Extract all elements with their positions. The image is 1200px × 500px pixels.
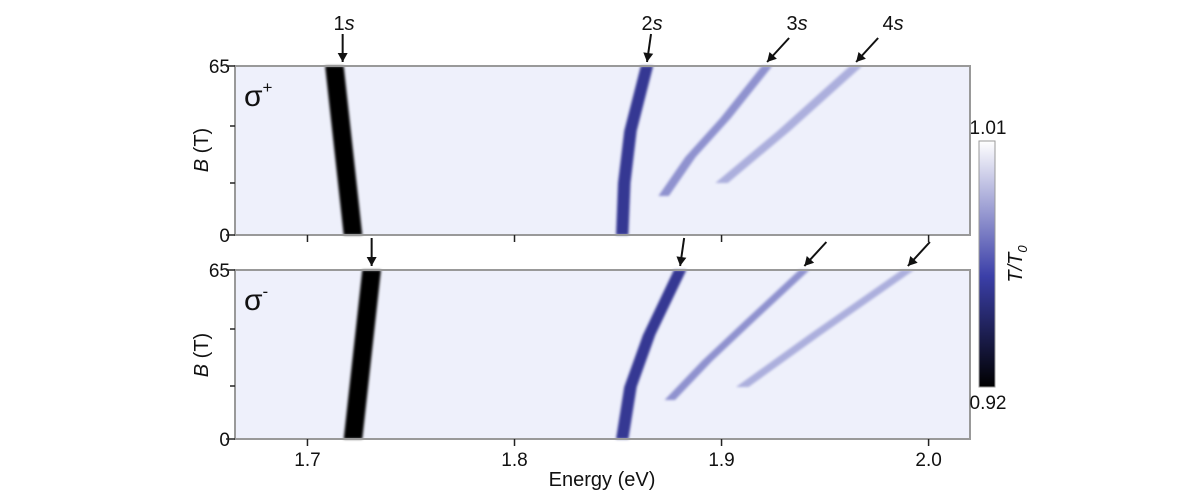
- x-axis-title: Energy (eV): [549, 469, 656, 491]
- absorption-bands-bottom: [343, 270, 915, 439]
- peak-arrows: [337, 33, 931, 267]
- panel-sigma-minus: σ- 65 0 B (T): [191, 261, 971, 451]
- arrow-3s-panel-1: [803, 241, 828, 267]
- plot-frame-top: [234, 65, 971, 236]
- y-ticks-top: [226, 65, 235, 236]
- arrow-3s-panel-0: [766, 37, 790, 63]
- y-axis-title-top: B (T): [191, 128, 213, 172]
- polarization-label-bottom: σ-: [244, 282, 268, 317]
- colorbar-title: T/T0: [1005, 245, 1030, 283]
- y-tick-label-top-65: 65: [209, 57, 230, 78]
- plot-frame-bottom: [234, 269, 971, 440]
- y-tick-label-bottom-65: 65: [209, 261, 230, 282]
- arrow-4s-panel-1: [907, 241, 931, 267]
- band-2s-panel-0: [616, 66, 654, 235]
- y-tick-label-bottom-0: 0: [219, 430, 230, 451]
- band-2s-panel-1: [616, 270, 687, 439]
- arrow-1s-panel-0: [337, 34, 348, 62]
- x-tick-label-1.7: 1.7: [294, 450, 320, 471]
- band-4s-panel-0: [715, 66, 863, 183]
- colorbar: 1.01 0.92 T/T0: [970, 118, 1030, 414]
- band-1s-panel-1: [343, 270, 381, 439]
- absorption-bands-top: [325, 66, 863, 235]
- x-tick-label-1.8: 1.8: [501, 450, 527, 471]
- x-axis-ticks: [306, 235, 930, 446]
- polarization-label-top: σ+: [244, 78, 273, 113]
- peak-label-4s: 4s: [882, 13, 903, 35]
- x-axis-tick-labels: 1.7 1.8 1.9 2.0: [294, 450, 942, 471]
- y-ticks-bottom: [226, 269, 235, 440]
- arrow-4s-panel-0: [855, 37, 879, 63]
- band-4s-panel-1: [736, 270, 915, 387]
- y-tick-label-top-0: 0: [219, 226, 230, 247]
- band-3s-panel-1: [664, 270, 810, 400]
- arrow-2s-panel-0: [643, 33, 654, 63]
- colorbar-min-label: 0.92: [970, 393, 1007, 414]
- band-1s-panel-0: [325, 66, 363, 235]
- peak-labels: 1s 2s 3s 4s: [333, 13, 903, 35]
- arrow-2s-panel-1: [676, 237, 687, 267]
- panel-sigma-plus: σ+ 65 0 B (T): [191, 57, 971, 247]
- colorbar-max-label: 1.01: [970, 118, 1007, 139]
- peak-label-3s: 3s: [786, 13, 807, 35]
- plot-bg-bottom: [235, 270, 970, 439]
- y-axis-title-bottom: B (T): [191, 333, 213, 377]
- colorbar-gradient: [978, 140, 996, 388]
- x-tick-label-2.0: 2.0: [915, 450, 941, 471]
- x-tick-label-1.9: 1.9: [708, 450, 734, 471]
- band-3s-panel-0: [658, 66, 773, 196]
- peak-label-2s: 2s: [641, 13, 662, 35]
- arrow-1s-panel-1: [366, 238, 377, 266]
- peak-label-1s: 1s: [333, 13, 354, 35]
